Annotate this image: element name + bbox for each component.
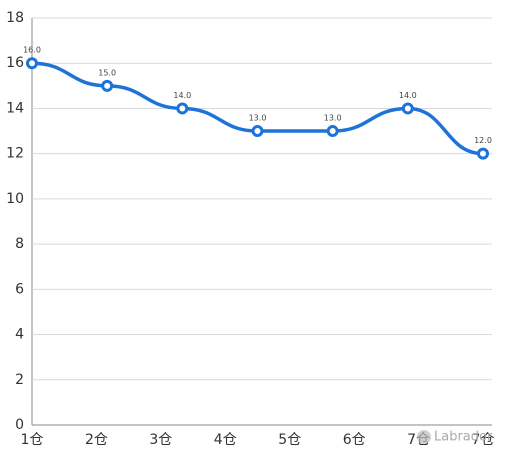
- x-tick-label: 5仓: [278, 432, 301, 448]
- y-tick-label: 8: [15, 236, 24, 252]
- y-tick-label: 10: [6, 191, 24, 207]
- y-tick-label: 4: [15, 327, 24, 343]
- value-label: 13.0: [324, 114, 342, 123]
- y-tick-label: 12: [6, 146, 24, 162]
- x-tick-label: 4仓: [214, 432, 237, 448]
- x-tick-label: 6仓: [343, 432, 366, 448]
- y-tick-label: 0: [15, 417, 24, 433]
- value-label: 13.0: [249, 114, 267, 123]
- y-tick-label: 18: [6, 10, 24, 26]
- point: [326, 125, 339, 138]
- watermark-group: Labrador: [417, 430, 493, 445]
- point: [401, 102, 414, 115]
- value-label: 14.0: [399, 91, 417, 100]
- watermark: Labrador: [434, 430, 493, 445]
- point: [477, 147, 489, 160]
- x-tick-label: 1仓: [21, 432, 44, 448]
- watermark-icon: [417, 430, 431, 444]
- value-label: 12.0: [474, 136, 492, 145]
- y-tick-label: 16: [6, 55, 24, 71]
- point: [176, 102, 189, 115]
- y-tick-label: 2: [15, 372, 24, 388]
- x-tick-label: 2仓: [85, 432, 108, 448]
- point: [101, 79, 114, 92]
- value-label: 16.0: [23, 46, 41, 55]
- y-tick-label: 6: [15, 281, 24, 297]
- point: [251, 125, 264, 138]
- y-tick-label: 14: [6, 100, 24, 116]
- point: [26, 57, 38, 70]
- x-tick-label: 3仓: [149, 432, 172, 448]
- value-label: 15.0: [98, 68, 116, 77]
- x-tick-label: 7仓: [472, 432, 495, 448]
- value-label: 14.0: [173, 91, 191, 100]
